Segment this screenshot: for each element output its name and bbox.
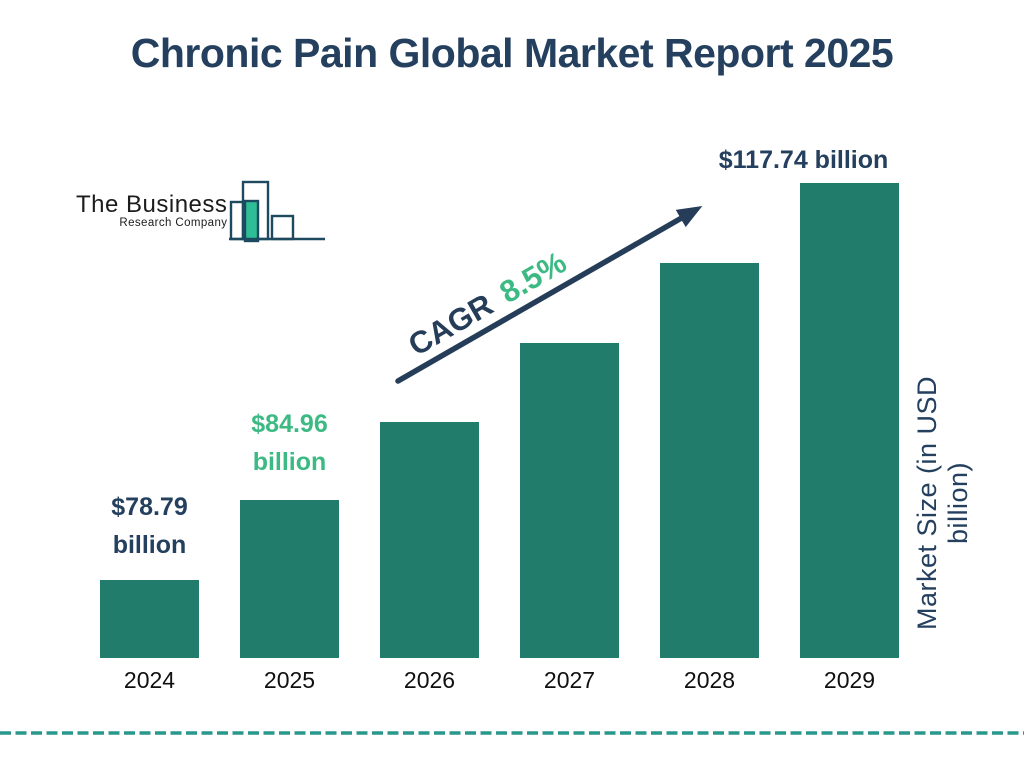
x-tick-2024: 2024 <box>123 667 176 693</box>
page-title: Chronic Pain Global Market Report 2025 <box>130 30 894 76</box>
company-logo-text: The Business Research Company <box>76 193 227 244</box>
value-label-line: $78.79 <box>111 493 188 521</box>
bar-2026 <box>380 422 479 658</box>
value-label-line: $84.96 <box>251 410 328 438</box>
company-logo-subname: Research Company <box>119 217 228 229</box>
value-label-2029: $117.74 billion <box>694 141 914 179</box>
value-label-line: billion <box>112 531 187 559</box>
value-label-2025: $84.96 billion <box>180 405 400 481</box>
value-label-line: billion <box>252 448 327 476</box>
x-tick-2027: 2027 <box>543 667 596 693</box>
company-logo-name: The Business <box>76 191 228 218</box>
cagr-text: CAGR <box>402 286 499 363</box>
x-tick-2026: 2026 <box>403 667 456 693</box>
bar-2025 <box>240 500 339 658</box>
bar-2027 <box>520 343 619 658</box>
value-label-2024: $78.79 billion <box>40 488 260 564</box>
x-tick-2025: 2025 <box>263 667 316 693</box>
bar-2024 <box>100 580 199 658</box>
bar-2028 <box>660 263 759 658</box>
y-axis-title: Market Size (in USD billion) <box>912 375 973 631</box>
value-label-line: $117.74 billion <box>718 146 889 174</box>
logo-bar-chart-icon <box>229 180 326 243</box>
bottom-dashed-divider <box>0 731 1024 735</box>
x-tick-2028: 2028 <box>683 667 736 693</box>
company-logo: The Business Research Company <box>76 178 326 244</box>
cagr-percent: 8.5% <box>493 244 573 311</box>
x-tick-2029: 2029 <box>823 667 876 693</box>
bar-2029 <box>800 183 899 658</box>
